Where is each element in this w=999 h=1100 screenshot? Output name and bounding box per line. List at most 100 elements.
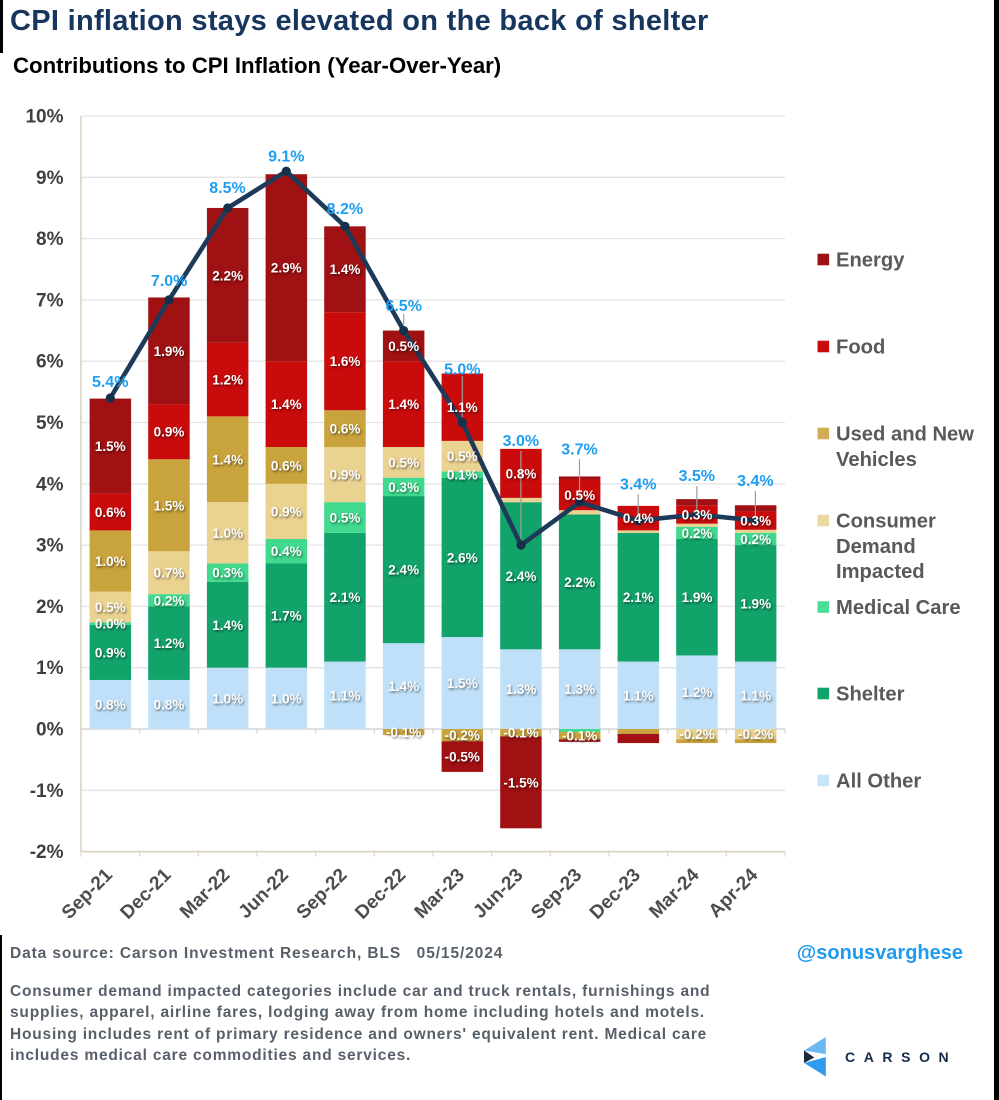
svg-text:Energy: Energy <box>836 250 905 272</box>
svg-text:-0.1%: -0.1% <box>503 726 538 741</box>
svg-text:0.3%: 0.3% <box>682 508 713 523</box>
svg-text:Vehicles: Vehicles <box>836 449 917 471</box>
svg-text:2%: 2% <box>36 597 64 618</box>
svg-text:2.1%: 2.1% <box>330 590 361 605</box>
svg-text:0.5%: 0.5% <box>388 339 419 354</box>
svg-text:0.8%: 0.8% <box>154 698 185 713</box>
svg-text:-2%: -2% <box>30 842 64 863</box>
svg-text:-0.2%: -0.2% <box>679 727 714 742</box>
svg-text:0.6%: 0.6% <box>271 458 302 473</box>
svg-text:5.4%: 5.4% <box>92 374 128 391</box>
svg-text:0.4%: 0.4% <box>271 544 302 559</box>
svg-text:3.5%: 3.5% <box>679 468 715 485</box>
svg-text:0.9%: 0.9% <box>154 425 185 440</box>
svg-text:2.2%: 2.2% <box>212 268 243 283</box>
svg-text:1.2%: 1.2% <box>154 636 185 651</box>
svg-text:Sep-23: Sep-23 <box>527 865 586 924</box>
svg-text:8%: 8% <box>36 229 64 250</box>
svg-text:0.9%: 0.9% <box>330 468 361 483</box>
svg-text:1.1%: 1.1% <box>740 688 771 703</box>
svg-text:8.2%: 8.2% <box>327 201 363 218</box>
svg-text:2.9%: 2.9% <box>271 261 302 276</box>
svg-text:0.5%: 0.5% <box>330 511 361 526</box>
svg-text:Sep-22: Sep-22 <box>293 865 352 924</box>
svg-text:-1%: -1% <box>30 781 64 802</box>
svg-text:Dec-23: Dec-23 <box>586 865 645 924</box>
svg-text:0.3%: 0.3% <box>740 514 771 529</box>
svg-text:-0.1%: -0.1% <box>386 725 421 740</box>
svg-text:3.4%: 3.4% <box>737 473 773 490</box>
svg-text:2.2%: 2.2% <box>564 575 595 590</box>
svg-text:0.8%: 0.8% <box>506 466 537 481</box>
svg-text:0.5%: 0.5% <box>564 488 595 503</box>
svg-text:0%: 0% <box>36 720 64 741</box>
svg-text:Jun-23: Jun-23 <box>469 865 527 923</box>
svg-text:1.3%: 1.3% <box>564 682 595 697</box>
svg-text:9.1%: 9.1% <box>268 149 304 166</box>
svg-text:0.5%: 0.5% <box>388 455 419 470</box>
svg-text:Medical Care: Medical Care <box>836 597 961 619</box>
svg-text:1.5%: 1.5% <box>95 439 126 454</box>
svg-text:6.5%: 6.5% <box>385 298 421 315</box>
svg-text:2.1%: 2.1% <box>623 590 654 605</box>
svg-text:0.6%: 0.6% <box>330 422 361 437</box>
svg-text:-0.2%: -0.2% <box>445 728 480 743</box>
svg-text:1.4%: 1.4% <box>388 679 419 694</box>
svg-text:1.4%: 1.4% <box>271 397 302 412</box>
svg-text:1.9%: 1.9% <box>682 590 713 605</box>
svg-text:0.6%: 0.6% <box>95 505 126 520</box>
svg-text:All Other: All Other <box>836 771 921 793</box>
svg-text:Consumer: Consumer <box>836 511 936 533</box>
svg-text:0.0%: 0.0% <box>95 617 126 632</box>
svg-text:Used and New: Used and New <box>836 424 974 446</box>
svg-text:1.1%: 1.1% <box>330 688 361 703</box>
svg-text:Jun-22: Jun-22 <box>235 865 293 923</box>
svg-text:-1.5%: -1.5% <box>503 775 538 790</box>
svg-text:1.9%: 1.9% <box>154 344 185 359</box>
svg-text:1.5%: 1.5% <box>154 498 185 513</box>
svg-text:9%: 9% <box>36 168 64 189</box>
svg-text:0.5%: 0.5% <box>447 449 478 464</box>
svg-text:0.2%: 0.2% <box>154 593 185 608</box>
svg-text:1.0%: 1.0% <box>212 691 243 706</box>
svg-text:7%: 7% <box>36 290 64 311</box>
svg-text:Mar-24: Mar-24 <box>645 864 703 922</box>
svg-text:1.1%: 1.1% <box>623 688 654 703</box>
svg-text:1.1%: 1.1% <box>447 400 478 415</box>
svg-text:8.5%: 8.5% <box>209 180 245 197</box>
svg-text:-0.1%: -0.1% <box>562 729 597 744</box>
svg-text:-0.5%: -0.5% <box>445 750 480 765</box>
svg-text:1.0%: 1.0% <box>95 554 126 569</box>
svg-text:0.7%: 0.7% <box>154 566 185 581</box>
svg-text:1.5%: 1.5% <box>447 676 478 691</box>
svg-text:0.4%: 0.4% <box>623 511 654 526</box>
svg-text:5.0%: 5.0% <box>444 362 480 379</box>
svg-text:0.8%: 0.8% <box>95 698 126 713</box>
svg-text:0.3%: 0.3% <box>388 480 419 495</box>
svg-text:Sep-21: Sep-21 <box>58 864 117 923</box>
svg-text:Demand: Demand <box>836 536 916 558</box>
svg-text:1.0%: 1.0% <box>212 526 243 541</box>
svg-text:6%: 6% <box>36 352 64 373</box>
svg-text:Shelter: Shelter <box>836 684 905 706</box>
svg-text:1.9%: 1.9% <box>740 596 771 611</box>
svg-text:Apr-24: Apr-24 <box>705 864 763 922</box>
svg-text:0.5%: 0.5% <box>95 600 126 615</box>
svg-text:2.6%: 2.6% <box>447 550 478 565</box>
svg-text:1.0%: 1.0% <box>271 691 302 706</box>
svg-text:0.3%: 0.3% <box>212 566 243 581</box>
svg-text:Mar-23: Mar-23 <box>411 865 469 923</box>
svg-text:Dec-22: Dec-22 <box>351 865 410 924</box>
svg-text:1.4%: 1.4% <box>330 262 361 277</box>
svg-text:1.2%: 1.2% <box>682 685 713 700</box>
svg-text:-0.2%: -0.2% <box>738 727 773 742</box>
svg-text:7.0%: 7.0% <box>151 273 187 290</box>
svg-text:3.0%: 3.0% <box>503 433 539 450</box>
svg-text:0.2%: 0.2% <box>740 532 771 547</box>
svg-text:3.7%: 3.7% <box>561 441 597 458</box>
svg-text:4%: 4% <box>36 474 64 495</box>
svg-text:3.4%: 3.4% <box>620 477 656 494</box>
svg-text:5%: 5% <box>36 413 64 434</box>
svg-text:0.9%: 0.9% <box>271 504 302 519</box>
svg-text:1.4%: 1.4% <box>212 452 243 467</box>
